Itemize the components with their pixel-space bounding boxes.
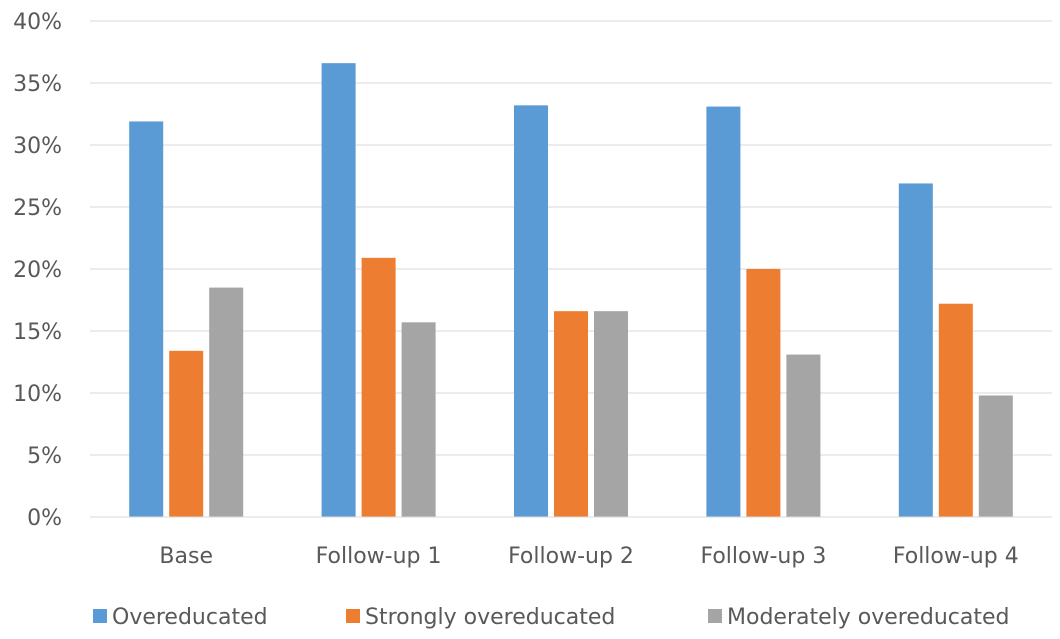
legend-item: Moderately overeducated — [708, 605, 1009, 630]
legend-swatch — [346, 609, 360, 623]
y-axis-ticks: 0% 5% 10% 15% 20% 25% 30% 35% 40% — [13, 10, 62, 531]
x-tick-label: Follow-up 3 — [700, 544, 826, 569]
bar-strongly-overeducated — [554, 311, 588, 517]
bar-overeducated — [898, 183, 933, 517]
y-tick-label: 15% — [13, 320, 62, 345]
bar-strongly-overeducated — [169, 350, 204, 517]
x-tick-label: Base — [159, 544, 213, 569]
bar-overeducated — [514, 105, 548, 517]
bar-moderately-overeducated — [594, 311, 628, 517]
y-tick-label: 25% — [13, 196, 62, 221]
x-tick-label: Follow-up 1 — [316, 544, 442, 569]
legend-label: Overeducated — [112, 605, 268, 630]
legend-swatch — [708, 609, 722, 623]
legend-label: Moderately overeducated — [727, 605, 1009, 630]
y-tick-label: 0% — [27, 506, 62, 531]
y-tick-label: 5% — [27, 444, 62, 469]
legend-item: Overeducated — [93, 605, 268, 630]
x-tick-label: Follow-up 2 — [508, 544, 634, 569]
legend-swatch — [93, 609, 107, 623]
x-axis-ticks: Base Follow-up 1 Follow-up 2 Follow-up 3 Fol… — [159, 544, 1018, 569]
bar-strongly-overeducated — [361, 257, 396, 517]
bar-moderately-overeducated — [209, 287, 244, 517]
y-tick-label: 10% — [13, 382, 62, 407]
bar-overeducated — [321, 63, 356, 517]
legend-label: Strongly overeducated — [365, 605, 615, 630]
bar-overeducated — [706, 106, 741, 517]
bar-strongly-overeducated — [746, 269, 781, 517]
bar-moderately-overeducated — [401, 322, 436, 517]
bar-overeducated — [129, 121, 164, 517]
y-tick-label: 30% — [13, 134, 62, 159]
bars — [129, 63, 1013, 517]
y-tick-label: 40% — [13, 10, 62, 35]
bar-strongly-overeducated — [938, 303, 973, 517]
x-tick-label: Follow-up 4 — [893, 544, 1019, 569]
bar-moderately-overeducated — [978, 395, 1013, 517]
bar-moderately-overeducated — [786, 354, 821, 517]
legend: Overeducated Strongly overeducated Moderat… — [93, 605, 1009, 630]
y-tick-label: 20% — [13, 258, 62, 283]
legend-item: Strongly overeducated — [346, 605, 615, 630]
y-tick-label: 35% — [13, 72, 62, 97]
